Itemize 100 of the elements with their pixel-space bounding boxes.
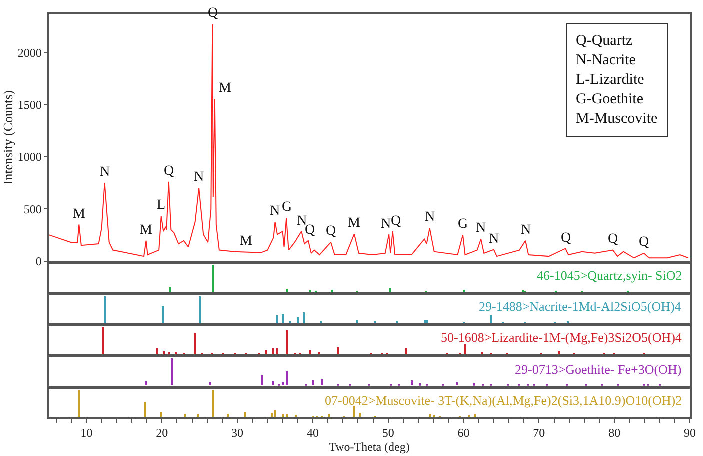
annotation: N: [476, 221, 486, 236]
bar: [286, 372, 288, 386]
bar: [272, 382, 274, 386]
bar: [328, 414, 330, 417]
bar: [261, 376, 263, 386]
annotation: Q: [608, 232, 618, 247]
bar: [199, 296, 201, 324]
annotation: M: [240, 234, 253, 249]
bar: [104, 296, 106, 324]
bar: [490, 315, 492, 324]
bar: [286, 330, 288, 354]
annotation: Q: [326, 224, 336, 239]
annotation: N: [381, 217, 392, 232]
bar: [389, 288, 391, 292]
bar: [474, 414, 476, 417]
bar: [405, 348, 407, 354]
annotation: Q: [561, 231, 572, 246]
y-axis-title: Intensity (Counts): [0, 90, 16, 185]
bar: [464, 344, 466, 354]
bar: [282, 314, 284, 324]
bar: [160, 412, 162, 417]
annotation: M: [140, 223, 153, 238]
x-tick-label: 10: [80, 426, 93, 440]
bar: [212, 390, 214, 417]
bar: [456, 382, 458, 386]
bar: [303, 312, 305, 324]
annotation: N: [270, 204, 280, 219]
annotation: Q-Quartz N-Nacrite L-Lizardite G-Goethite M-Muscovite: [576, 33, 658, 127]
annotation: 29-1488>Nacrite-1Md-Al2SiO5(OH)4: [479, 299, 682, 314]
y-tick-label: 0: [36, 254, 42, 268]
bar: [227, 414, 229, 417]
bar: [297, 317, 299, 324]
bar: [184, 414, 186, 417]
bar: [102, 327, 104, 354]
annotation: N: [100, 165, 110, 180]
bar: [197, 414, 199, 417]
bar: [265, 350, 267, 354]
annotation: Q: [391, 214, 402, 229]
bar: [163, 351, 165, 354]
annotation: M: [348, 216, 361, 231]
bar: [272, 348, 274, 354]
bar: [356, 320, 358, 324]
bar: [426, 320, 428, 324]
annotation: 07-0042>Muscovite- 3T-(K,Na)(Al,Mg,Fe)2(Si3,1A10.9)O10(OH)2: [325, 393, 682, 408]
bar: [169, 287, 171, 292]
bar: [274, 410, 276, 417]
annotation: 29-0713>Goethite- Fe+3O(OH): [515, 362, 682, 377]
annotation: 46-1045>Quartz,syin- SiO2: [537, 268, 682, 283]
y-tick-label: 2000: [18, 46, 42, 60]
annotation: Q: [305, 223, 316, 238]
annotation: G: [282, 200, 292, 215]
bar: [276, 315, 278, 324]
bar: [194, 333, 196, 354]
bar: [429, 414, 431, 417]
annotation: M: [73, 207, 86, 222]
bar: [309, 350, 311, 354]
annotation: N: [489, 232, 500, 247]
annotation: Q: [164, 164, 174, 179]
x-tick-label: 90: [684, 426, 696, 440]
y-tick-label: 500: [24, 202, 42, 216]
x-tick-label: 60: [458, 426, 470, 440]
y-tick-label: 1000: [18, 150, 42, 164]
bar: [321, 380, 323, 386]
bar: [282, 414, 284, 417]
annotation: G: [458, 217, 468, 232]
bar: [312, 380, 314, 386]
annotation: 50-1608>Lizardite-1M-(Mg,Fe)3Si2O5(OH)4: [441, 330, 682, 345]
bar: [411, 380, 413, 386]
bar: [244, 412, 246, 417]
bar: [162, 306, 164, 324]
x-tick-label: 50: [382, 426, 394, 440]
bar: [353, 406, 355, 417]
x-tick-label: 30: [232, 426, 244, 440]
annotation: N: [425, 210, 436, 225]
annotation: Q: [639, 235, 650, 250]
bar: [271, 412, 273, 417]
bar: [212, 265, 214, 292]
bar: [171, 358, 173, 386]
bar: [286, 414, 288, 417]
bar: [282, 382, 284, 386]
bar: [144, 402, 146, 417]
annotation: N: [194, 170, 204, 185]
x-tick-label: 70: [533, 426, 546, 440]
annotation: N: [521, 223, 532, 238]
x-axis-title: Two-Theta (deg): [329, 440, 410, 454]
x-tick-label: 80: [608, 426, 621, 440]
bar: [424, 320, 426, 324]
bar: [286, 289, 288, 292]
bar: [209, 382, 211, 386]
bar: [337, 347, 339, 354]
x-tick-label: 40: [306, 426, 319, 440]
bar: [558, 351, 560, 354]
line-series: [49, 24, 689, 259]
bar: [156, 348, 158, 354]
y-tick-label: 1500: [18, 98, 42, 112]
bar: [276, 348, 278, 354]
bar: [145, 382, 147, 386]
bar: [359, 412, 361, 417]
annotation: L: [157, 198, 166, 213]
x-tick-label: 20: [156, 426, 168, 440]
